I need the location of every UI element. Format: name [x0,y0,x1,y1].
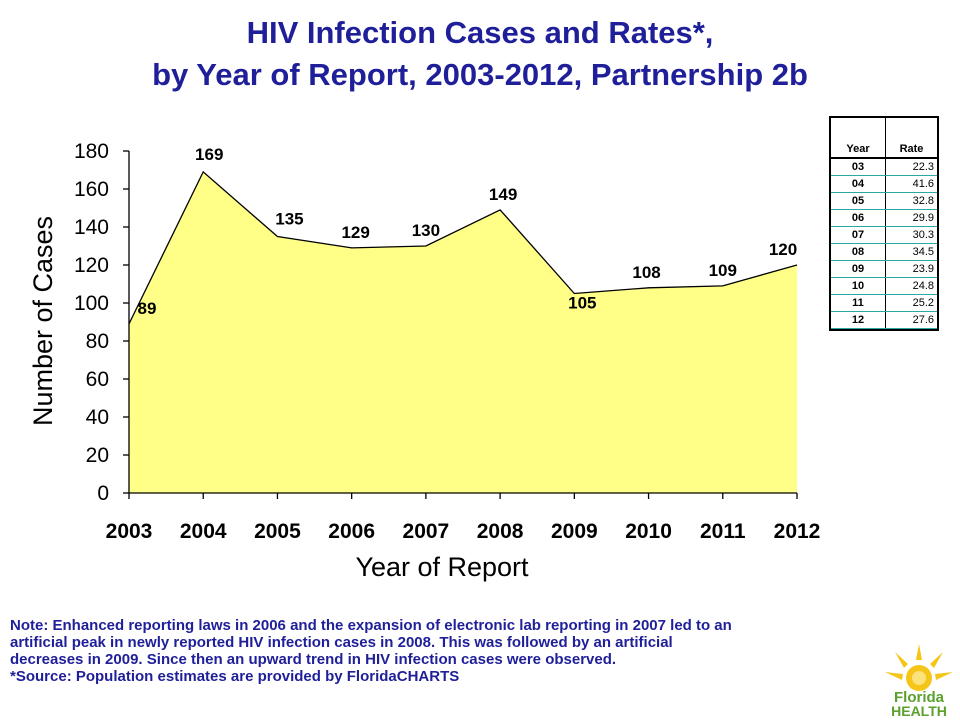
rate-table-rate-cell: 27.6 [885,311,937,329]
x-axis-label: Year of Report [355,552,529,582]
data-label: 129 [341,223,369,242]
rate-table-row: 03 22.3 [831,158,937,176]
rate-table-rate-cell: 32.8 [885,192,937,210]
rate-table-header-row: Year Rate [831,118,937,159]
rate-table-year-cell: 09 [831,260,886,278]
title-line-2: by Year of Report, 2003-2012, Partnershi… [152,57,808,92]
y-tick-label: 60 [86,368,109,391]
footnote-line-1: Note: Enhanced reporting laws in 2006 an… [10,617,732,634]
footnote: Note: Enhanced reporting laws in 2006 an… [10,617,910,685]
rate-table-rate-cell: 30.3 [885,226,937,244]
y-tick-label: 80 [86,330,109,353]
x-tick-label: 2012 [774,520,821,543]
y-tick-label: 120 [74,254,109,277]
rate-table-rate-cell: 25.2 [885,294,937,312]
x-tick-label: 2010 [625,520,672,543]
rate-table-row: 09 23.9 [831,260,937,278]
footnote-source-line: *Source: Population estimates are provid… [10,668,460,685]
y-axis-label: Number of Cases [28,216,58,426]
sun-icon [885,644,953,691]
logo-health-text: HEALTH [891,703,947,718]
year-column-header: Year [831,118,886,159]
y-tick-label: 0 [97,482,109,505]
data-label: 105 [568,294,596,313]
rate-table-rate-cell: 29.9 [885,209,937,227]
area-fill [129,171,797,493]
x-tick-label: 2005 [254,520,301,543]
area-outline [128,170,798,325]
x-tick-label: 2006 [328,520,375,543]
rate-table-year-cell: 11 [831,294,886,312]
x-tick-label: 2008 [477,520,524,543]
x-tick-label: 2004 [180,520,227,543]
rate-table-rate-cell: 22.3 [885,158,937,176]
rate-table-row: 06 29.9 [831,209,937,227]
rate-table-rate-cell: 24.8 [885,277,937,295]
data-label: 135 [275,210,303,229]
y-tick-label: 40 [86,406,109,429]
rate-table-rate-cell: 34.5 [885,243,937,261]
plot-area: 0 20 40 60 80 100 120 140 160 180 2003 2004 2005 2006… [74,140,820,543]
rate-table-row: 04 41.6 [831,175,937,193]
florida-health-logo: Florida HEALTH [883,640,955,718]
data-label: 130 [412,221,440,240]
rate-table-rate-cell: 23.9 [885,260,937,278]
data-label: 169 [195,145,223,164]
x-tick-label: 2011 [700,520,746,543]
rate-table-year-cell: 08 [831,243,886,261]
rate-table-row: 11 25.2 [831,294,937,312]
y-tick-label: 180 [74,140,109,163]
x-tick-label: 2007 [403,520,450,543]
rate-table-year-cell: 12 [831,311,886,329]
rate-column-header: Rate [885,118,937,159]
rate-table-body: 03 22.3 04 41.6 05 32.8 06 29.9 07 30.3 08 34.5 09 23… [831,158,937,329]
y-tick-label: 100 [74,292,109,315]
slide-title: HIV Infection Cases and Rates*, by Year … [0,12,960,96]
x-tick-label: 2003 [106,520,153,543]
rate-table-row: 05 32.8 [831,192,937,210]
rate-table-year-cell: 04 [831,175,886,193]
footnote-line-2: artificial peak in newly reported HIV in… [10,634,673,651]
rate-table-row: 10 24.8 [831,277,937,295]
y-tick-label: 140 [74,216,109,239]
x-tick-label: 2009 [551,520,598,543]
logo-florida-text: Florida [894,689,945,706]
rate-table-year-cell: 05 [831,192,886,210]
y-tick-label: 20 [86,444,109,467]
data-label: 120 [769,240,797,259]
rate-table-year-cell: 07 [831,226,886,244]
data-label: 109 [709,261,737,280]
rate-table-row: 12 27.6 [831,311,937,329]
title-line-1: HIV Infection Cases and Rates*, [246,15,714,50]
footnote-line-3: decreases in 2009. Since then an upward … [10,651,617,668]
rate-table: Year Rate 03 22.3 04 41.6 05 32.8 06 29.9 07 30.3… [829,116,939,331]
rate-table-year-cell: 03 [831,158,886,176]
data-label: 108 [632,263,660,282]
rate-table-row: 08 34.5 [831,243,937,261]
data-label: 149 [489,185,517,204]
rate-table-rate-cell: 41.6 [885,175,937,193]
y-tick-label: 160 [74,178,109,201]
data-label: 89 [138,299,157,318]
rate-table-row: 07 30.3 [831,226,937,244]
rate-table-year-cell: 10 [831,277,886,295]
rate-table-year-cell: 06 [831,209,886,227]
rate-table-grid: Year Rate 03 22.3 04 41.6 05 32.8 06 29.9 07 30.3… [831,118,937,329]
